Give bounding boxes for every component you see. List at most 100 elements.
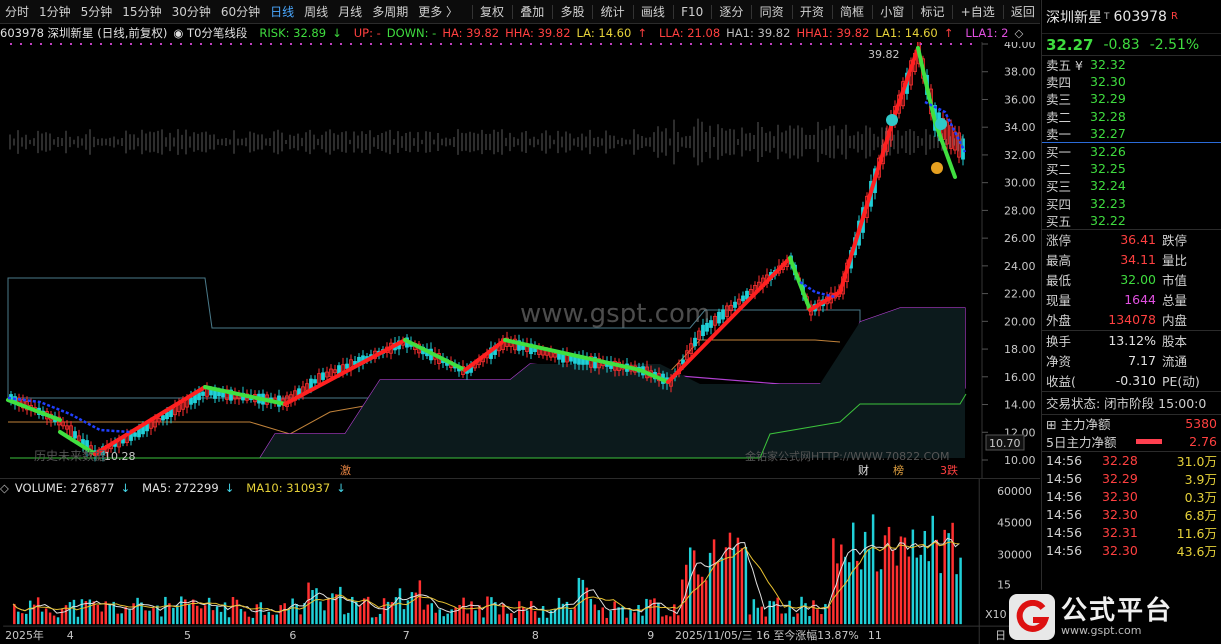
volume-bar <box>927 561 931 625</box>
stat-value: 7.17 <box>1128 353 1156 369</box>
tool-button-10[interactable]: 小窗 <box>880 4 905 19</box>
trade-status: 交易状态: 闭市阶段 15:00:0 <box>1046 396 1207 412</box>
ask-price: 32.27 <box>1090 125 1126 141</box>
tool-button-7[interactable]: 同资 <box>759 4 784 19</box>
down-value: DOWN: - <box>386 26 437 40</box>
bid-label: 买二 <box>1046 162 1072 178</box>
tool-button-8[interactable]: 开资 <box>799 4 824 19</box>
volume-bar <box>677 615 680 625</box>
stat-label: 收益( <box>1046 374 1076 390</box>
volume-bar <box>911 529 915 625</box>
bid-row[interactable]: 买一 32.26 <box>1042 143 1221 160</box>
volume-bar <box>736 537 740 625</box>
bid-row[interactable]: 买三 32.24 <box>1042 177 1221 194</box>
event-marker: 3跌 <box>940 463 958 477</box>
bid-row[interactable]: 买五 32.22 <box>1042 212 1221 229</box>
bid-row[interactable]: 买二 32.25 <box>1042 160 1221 177</box>
ask-row[interactable]: 卖三 32.29 <box>1042 90 1221 107</box>
volume-bar <box>191 599 195 625</box>
volume-bar <box>176 605 179 625</box>
stat-label: 涨停 <box>1046 233 1072 249</box>
volume-bar <box>688 547 692 625</box>
ask-row[interactable]: 卖四 32.30 <box>1042 73 1221 90</box>
volume-bar <box>537 617 541 625</box>
tool-button-0[interactable]: 复权 <box>480 4 505 19</box>
volume-bar <box>255 604 259 625</box>
volume-bar <box>923 530 927 625</box>
bid-label: 买一 <box>1046 145 1072 161</box>
volume-chart[interactable]: 60000 45000 30000 15 X10 2025年 4 5 6 7 8 9 2025/11/0… <box>0 478 1040 644</box>
period-tab-7[interactable]: 周线 <box>304 4 329 19</box>
volume-bar <box>382 598 386 625</box>
period-tab-0[interactable]: 分时 <box>5 4 30 19</box>
volume-bar <box>438 609 441 625</box>
candle-body <box>189 397 193 405</box>
tool-button-6[interactable]: 逐分 <box>719 4 744 19</box>
tick-list[interactable]: 14:56 32.28 31.0万 14:56 32.29 3.9万 14:56 32.30 0… <box>1042 452 1221 560</box>
volume-bar <box>840 544 843 625</box>
ask-row[interactable]: 卖二 32.28 <box>1042 108 1221 125</box>
tool-button-2[interactable]: 多股 <box>560 4 585 19</box>
volume-collapse-icon[interactable]: ◇ <box>0 481 9 495</box>
volume-bar <box>446 613 449 625</box>
volume-bar <box>704 580 708 625</box>
price-chart[interactable]: 40.00 38.00 36.00 34.00 32.00 30.00 28.00 26.00… <box>0 42 1040 478</box>
tool-button-9[interactable]: 简框 <box>840 4 865 19</box>
ha1-value: HA1: 39.82 <box>726 26 791 40</box>
volume-bar <box>227 617 231 625</box>
period-tab-1[interactable]: 1分钟 <box>39 4 71 19</box>
period-tab-5[interactable]: 60分钟 <box>220 4 261 19</box>
tool-button-11[interactable]: 标记 <box>920 4 945 19</box>
period-toolbar: 分时 1分钟 5分钟 15分钟 30分钟 60分钟 日线 周线 月线 多周期 更多 〉 复权 叠加 多股统… <box>0 0 1040 24</box>
volume-bar <box>52 615 56 625</box>
la1-value: LA1: 14.60 ↑ <box>875 26 954 40</box>
volume-bar <box>760 606 764 625</box>
volume-bar <box>943 529 946 625</box>
period-tab-3[interactable]: 15分钟 <box>122 4 162 19</box>
tool-button-12[interactable]: +自选 <box>960 4 995 19</box>
volume-bar <box>832 538 835 625</box>
segment-line-2 <box>93 385 207 456</box>
volume-bar <box>776 597 779 625</box>
tool-button-4[interactable]: 画线 <box>640 4 665 19</box>
period-tab-9[interactable]: 多周期 <box>372 4 409 19</box>
tool-button-13[interactable]: 返回 <box>1010 4 1035 19</box>
volume-bar <box>875 571 879 625</box>
volume-bar <box>303 603 306 625</box>
period-tab-4[interactable]: 30分钟 <box>171 4 211 19</box>
collapse-icon[interactable]: ◇ <box>1014 26 1024 40</box>
volume-bar <box>804 603 807 625</box>
bid-row[interactable]: 买四 32.23 <box>1042 195 1221 212</box>
volume-bar <box>426 604 430 625</box>
signal-up-icon <box>931 162 943 174</box>
volume-bar <box>951 522 954 625</box>
period-tab-10[interactable]: 更多 〉 <box>418 4 459 19</box>
bid-price: 32.25 <box>1090 161 1126 177</box>
volume-bar <box>931 515 934 625</box>
low-price-label: 10.28 <box>104 450 136 463</box>
volume-bar <box>712 539 716 625</box>
ask-row[interactable]: 卖五 ¥ 32.32 <box>1042 56 1221 73</box>
period-tab-6[interactable]: 日线 <box>270 4 295 19</box>
volume-bar <box>915 557 919 625</box>
tool-button-3[interactable]: 统计 <box>600 4 625 19</box>
volume-bar <box>88 599 92 625</box>
volume-bar <box>474 610 477 625</box>
ha-value: HA: 39.82 <box>442 26 500 40</box>
volume-bar <box>136 597 139 625</box>
tool-button-1[interactable]: 叠加 <box>520 4 545 19</box>
period-tab-8[interactable]: 月线 <box>338 4 363 19</box>
volume-bar <box>581 579 585 625</box>
volume-bar <box>327 599 330 625</box>
tool-button-5[interactable]: F10 <box>681 4 704 19</box>
volume-bar <box>48 612 52 625</box>
ask-row[interactable]: 卖一 32.27 <box>1042 125 1221 142</box>
hha-value: HHA: 39.82 <box>505 26 571 40</box>
indicator-name[interactable]: ◉ T0分笔线段 <box>173 26 248 40</box>
period-tab-2[interactable]: 5分钟 <box>80 4 113 19</box>
volume-bar <box>808 616 811 625</box>
volume-bar <box>390 602 394 625</box>
volume-bar <box>633 612 636 625</box>
segment-line-7 <box>503 338 670 384</box>
volume-bar <box>669 616 672 625</box>
